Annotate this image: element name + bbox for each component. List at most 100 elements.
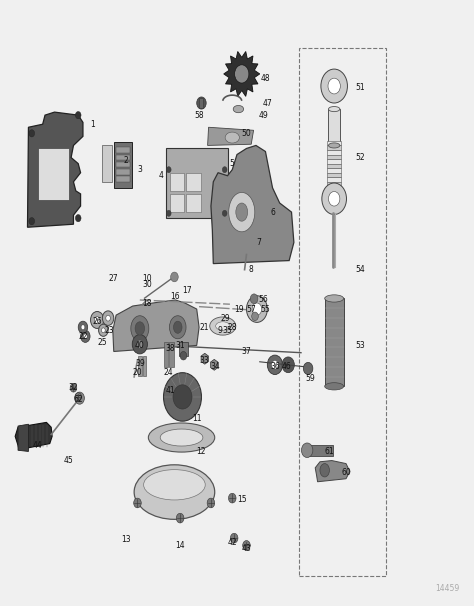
Circle shape	[243, 541, 250, 550]
Circle shape	[303, 362, 313, 375]
Circle shape	[222, 210, 227, 216]
Text: 44: 44	[33, 441, 43, 450]
Text: 8: 8	[249, 265, 254, 274]
Ellipse shape	[325, 383, 344, 390]
Text: 42: 42	[228, 538, 237, 547]
Circle shape	[246, 296, 267, 322]
Circle shape	[29, 130, 35, 137]
Circle shape	[328, 78, 340, 94]
Circle shape	[252, 303, 262, 315]
Circle shape	[176, 513, 184, 523]
Text: 51: 51	[356, 84, 365, 92]
Text: 13: 13	[121, 535, 130, 544]
Bar	[327, 155, 341, 159]
Polygon shape	[38, 148, 69, 200]
Circle shape	[173, 385, 192, 409]
Circle shape	[282, 357, 294, 373]
Bar	[327, 145, 341, 150]
Text: 7: 7	[256, 238, 261, 247]
Text: 33: 33	[199, 356, 209, 365]
Text: 43: 43	[242, 544, 251, 553]
Ellipse shape	[236, 203, 247, 221]
Polygon shape	[210, 359, 218, 370]
Ellipse shape	[144, 470, 205, 500]
Bar	[327, 178, 341, 182]
Circle shape	[83, 334, 87, 339]
Text: 1: 1	[90, 120, 95, 128]
Text: 29: 29	[220, 314, 230, 322]
Circle shape	[272, 361, 278, 369]
Text: 45: 45	[64, 456, 73, 465]
Polygon shape	[18, 424, 28, 451]
Polygon shape	[208, 127, 254, 145]
Bar	[179, 342, 188, 356]
Circle shape	[164, 373, 201, 421]
Ellipse shape	[134, 465, 215, 519]
Circle shape	[132, 335, 147, 354]
Text: 15: 15	[237, 496, 246, 504]
Text: 11: 11	[192, 414, 201, 422]
Ellipse shape	[233, 105, 244, 113]
Text: 39: 39	[135, 359, 145, 368]
Bar	[143, 356, 146, 376]
Bar	[102, 145, 112, 182]
Text: 35: 35	[223, 326, 232, 335]
Text: 20: 20	[133, 368, 142, 377]
Text: 50: 50	[242, 129, 251, 138]
Bar	[327, 168, 341, 173]
Bar	[116, 176, 130, 182]
Bar	[325, 299, 344, 387]
Text: 59: 59	[306, 375, 315, 383]
Text: 31: 31	[175, 341, 185, 350]
Polygon shape	[211, 145, 294, 264]
Text: 52: 52	[356, 153, 365, 162]
Text: 18: 18	[142, 299, 152, 307]
Text: 47: 47	[263, 99, 273, 107]
Bar	[199, 98, 203, 108]
Bar	[327, 150, 341, 155]
Circle shape	[91, 311, 104, 328]
Text: 62: 62	[73, 396, 83, 404]
Text: 55: 55	[261, 305, 270, 313]
Text: 14: 14	[175, 541, 185, 550]
Circle shape	[106, 315, 110, 321]
Text: 57: 57	[246, 305, 256, 313]
Text: 56: 56	[258, 296, 268, 304]
Polygon shape	[15, 422, 52, 450]
Text: 28: 28	[228, 323, 237, 331]
Text: 27: 27	[109, 275, 118, 283]
Circle shape	[321, 69, 347, 103]
Bar	[166, 148, 228, 218]
Circle shape	[166, 167, 171, 173]
Text: 37: 37	[242, 347, 251, 356]
Bar	[164, 342, 168, 367]
Circle shape	[322, 183, 346, 215]
Ellipse shape	[225, 132, 239, 143]
Text: 14459: 14459	[436, 584, 460, 593]
Circle shape	[207, 498, 215, 508]
Ellipse shape	[210, 317, 236, 335]
Bar	[170, 173, 184, 191]
Circle shape	[75, 393, 82, 401]
Circle shape	[250, 294, 258, 304]
Bar	[170, 194, 184, 212]
Circle shape	[228, 493, 236, 503]
Bar	[327, 182, 341, 187]
Circle shape	[29, 218, 35, 225]
Text: 21: 21	[199, 323, 209, 331]
Text: 24: 24	[164, 368, 173, 377]
Circle shape	[252, 312, 258, 321]
Text: 54: 54	[356, 265, 365, 274]
Text: 5: 5	[230, 159, 235, 168]
Circle shape	[328, 191, 340, 206]
Circle shape	[78, 321, 88, 333]
Circle shape	[235, 65, 249, 83]
Text: 17: 17	[182, 287, 192, 295]
Text: 46: 46	[282, 362, 292, 371]
Polygon shape	[315, 461, 350, 482]
Bar	[327, 159, 341, 164]
Polygon shape	[224, 52, 260, 96]
Ellipse shape	[170, 316, 186, 339]
Text: 2: 2	[123, 156, 128, 165]
Text: 53: 53	[356, 341, 365, 350]
